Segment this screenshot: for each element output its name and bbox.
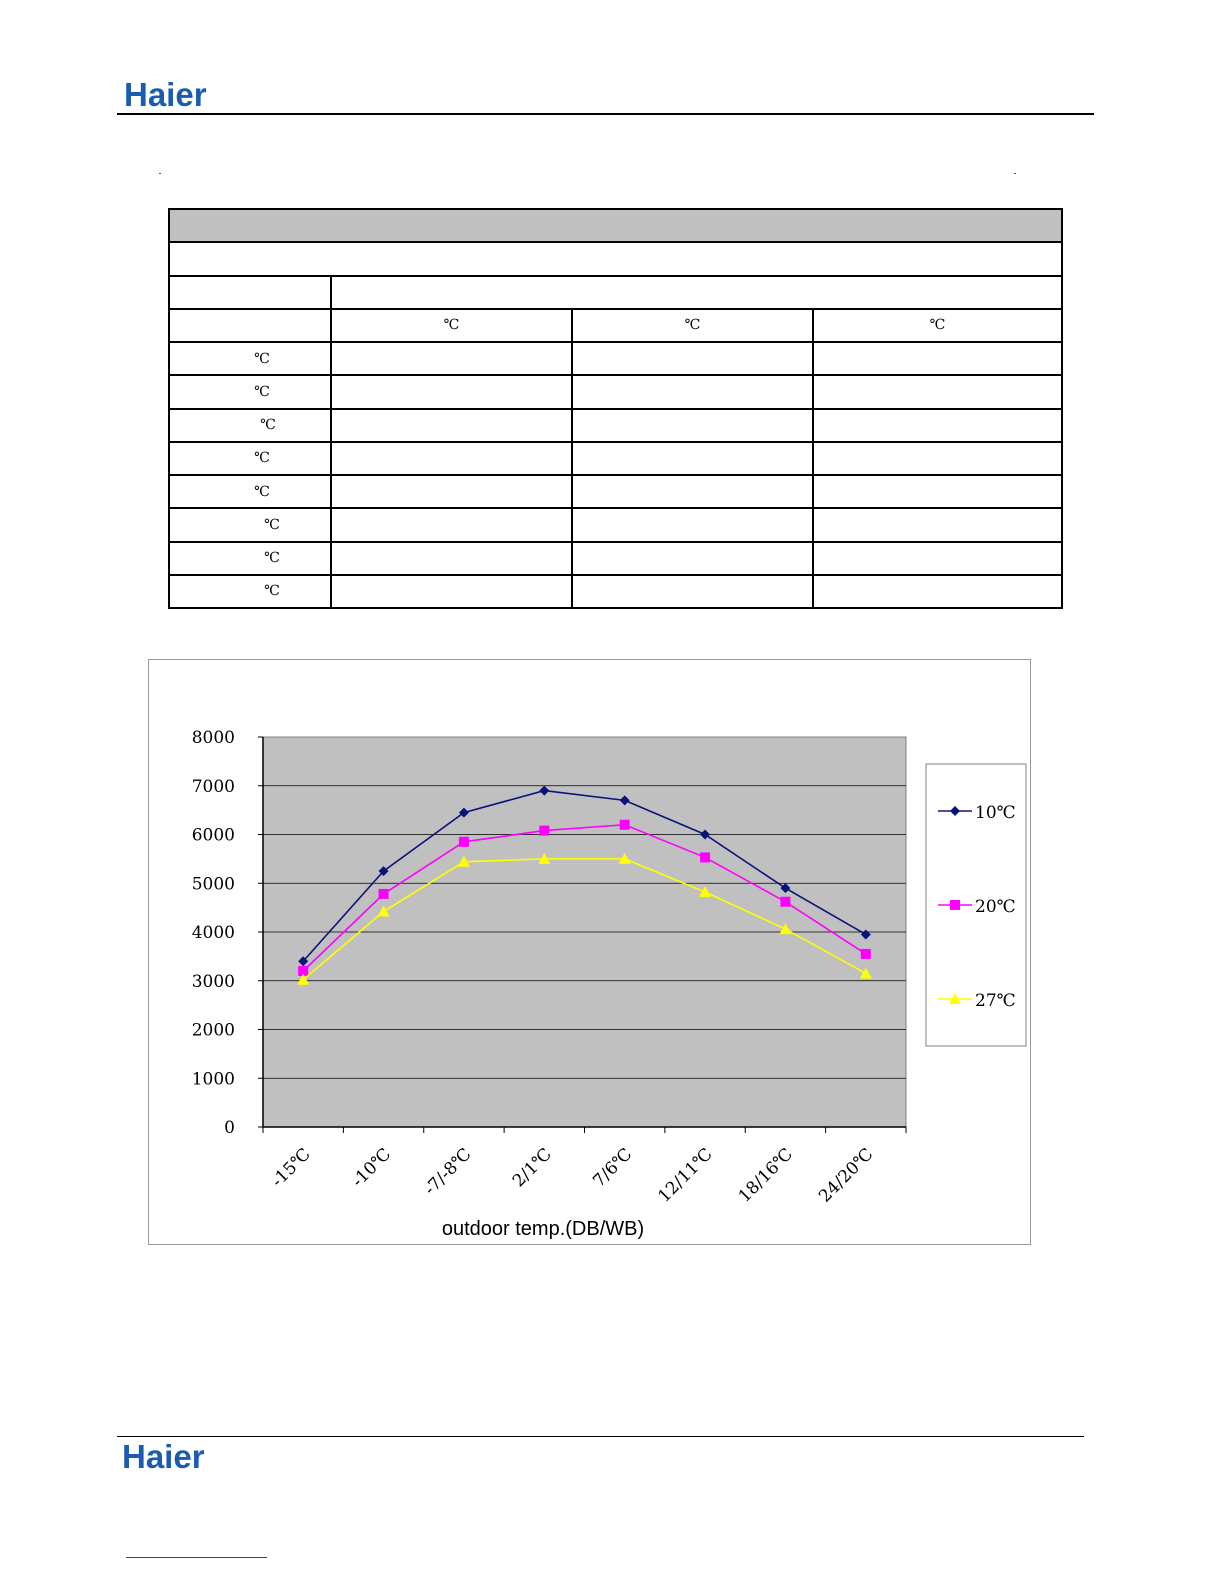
unit-label: ℃ bbox=[260, 417, 276, 434]
table-title-row bbox=[168, 207, 1063, 244]
triangle-marker bbox=[859, 967, 872, 979]
table-row: ℃ bbox=[168, 440, 1063, 477]
header-unit-cell: ℃ bbox=[571, 307, 814, 344]
legend-label: 10℃ bbox=[975, 803, 1016, 823]
y-tick-label: 8000 bbox=[192, 728, 235, 748]
chart-svg: 0 1000 2000 3000 4000 5000 6000 7000 8000 -15℃ -10… bbox=[192, 728, 1027, 1240]
x-tick-label: 18/16℃ bbox=[735, 1144, 797, 1206]
header-unit-cell: ℃ bbox=[812, 307, 1063, 344]
table-row: ℃ bbox=[168, 540, 1063, 576]
legend-label: 20℃ bbox=[975, 897, 1016, 917]
unit-label: ℃ bbox=[254, 383, 270, 400]
triangle-marker bbox=[538, 852, 551, 864]
diamond-marker bbox=[539, 785, 550, 796]
table-cell bbox=[168, 274, 332, 310]
square-marker bbox=[780, 896, 791, 907]
legend-label: 27℃ bbox=[975, 991, 1016, 1011]
capacity-chart: 0 1000 2000 3000 4000 5000 6000 7000 8000 -15℃ -10… bbox=[148, 659, 1031, 1245]
y-tick-label: 0 bbox=[224, 1118, 235, 1138]
square-marker bbox=[619, 819, 630, 830]
unit-label: ℃ bbox=[264, 550, 280, 567]
legend: 10℃ 20℃ 27℃ bbox=[925, 763, 1027, 1047]
diamond-marker bbox=[950, 806, 960, 816]
legend-item: 10℃ bbox=[938, 803, 1016, 823]
series-line bbox=[302, 858, 867, 981]
square-marker bbox=[378, 888, 389, 899]
triangle-marker bbox=[699, 886, 712, 898]
footer-link-underline[interactable] bbox=[126, 1557, 267, 1558]
diamond-marker bbox=[860, 929, 871, 940]
x-tick-label: 12/11℃ bbox=[654, 1144, 716, 1206]
legend-item: 27℃ bbox=[938, 991, 1016, 1011]
series-group bbox=[297, 785, 872, 985]
x-tick-label: 24/20℃ bbox=[815, 1144, 877, 1206]
square-marker bbox=[298, 966, 309, 976]
table-row: ℃ bbox=[168, 374, 1063, 410]
haier-logo: Haier bbox=[122, 1438, 205, 1475]
dot-mark bbox=[159, 173, 161, 174]
unit-label: ℃ bbox=[929, 317, 946, 334]
y-tick-label: 2000 bbox=[192, 1021, 235, 1041]
y-tick-label: 5000 bbox=[192, 874, 235, 894]
x-tick-label: -15℃ bbox=[268, 1144, 315, 1191]
series-line bbox=[302, 789, 867, 962]
square-marker bbox=[950, 900, 960, 910]
diamond-marker bbox=[619, 795, 630, 806]
series-triangle bbox=[297, 852, 872, 985]
header-unit-cell: ℃ bbox=[330, 307, 573, 344]
table-cell bbox=[168, 307, 332, 344]
y-tick-label: 7000 bbox=[192, 777, 235, 797]
series-square bbox=[298, 819, 871, 976]
y-tick-label: 6000 bbox=[192, 826, 235, 846]
table-row: ℃ bbox=[168, 507, 1063, 543]
legend-item: 20℃ bbox=[938, 897, 1016, 917]
square-marker bbox=[860, 948, 871, 959]
dot-mark bbox=[1014, 173, 1016, 174]
triangle-marker bbox=[949, 993, 961, 1004]
x-tick-label: -10℃ bbox=[348, 1144, 395, 1191]
footer-rule bbox=[117, 1436, 1084, 1437]
unit-label: ℃ bbox=[254, 350, 270, 367]
performance-table: ℃ ℃ ℃ ℃ ℃ ℃ ℃ ℃ ℃ ℃ ℃ bbox=[168, 207, 1063, 610]
series-diamond bbox=[298, 785, 871, 967]
diamond-marker bbox=[700, 829, 711, 840]
triangle-marker bbox=[618, 852, 631, 864]
x-tick-label: -7/-8℃ bbox=[420, 1144, 475, 1199]
diamond-marker bbox=[298, 956, 309, 967]
y-tick-label: 4000 bbox=[192, 923, 235, 943]
unit-label: ℃ bbox=[254, 450, 270, 467]
diamond-marker bbox=[458, 807, 469, 818]
plot-area bbox=[262, 736, 907, 1128]
x-tick-label: 7/6℃ bbox=[589, 1144, 636, 1191]
haier-logo: Haier bbox=[124, 76, 207, 113]
unit-label: ℃ bbox=[254, 483, 270, 500]
square-marker bbox=[700, 852, 711, 863]
diamond-marker bbox=[780, 883, 791, 894]
unit-label: ℃ bbox=[264, 516, 280, 533]
unit-label: ℃ bbox=[264, 583, 280, 600]
table-group-header bbox=[330, 274, 1063, 310]
x-axis-title: outdoor temp.(DB/WB) bbox=[442, 1218, 644, 1240]
series-line bbox=[302, 823, 867, 972]
table-subtitle-row bbox=[168, 241, 1063, 277]
triangle-marker bbox=[457, 855, 470, 867]
triangle-marker bbox=[779, 923, 792, 935]
y-tick-label: 1000 bbox=[192, 1069, 235, 1089]
square-marker bbox=[539, 825, 550, 836]
table-row: ℃ bbox=[168, 407, 1063, 443]
triangle-marker bbox=[297, 973, 310, 985]
unit-label: ℃ bbox=[443, 317, 460, 334]
diamond-marker bbox=[378, 866, 389, 877]
table-row: ℃ bbox=[168, 340, 1063, 377]
unit-label: ℃ bbox=[684, 317, 701, 334]
table-row: ℃ bbox=[168, 573, 1063, 610]
x-tick-label: 2/1℃ bbox=[509, 1144, 556, 1191]
square-marker bbox=[458, 836, 469, 847]
header-rule bbox=[117, 113, 1094, 115]
triangle-marker bbox=[377, 905, 390, 917]
y-tick-label: 3000 bbox=[192, 972, 235, 992]
table-row: ℃ bbox=[168, 473, 1063, 510]
